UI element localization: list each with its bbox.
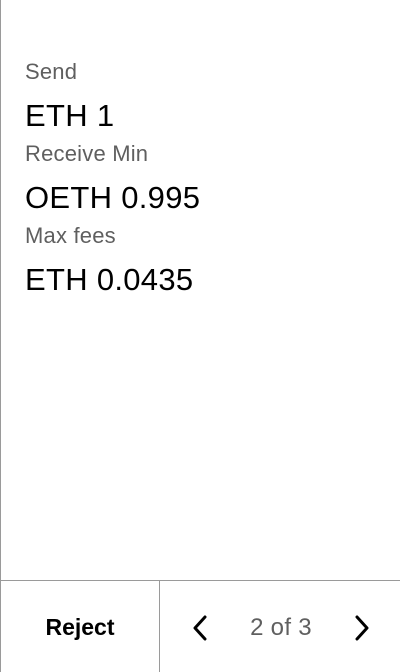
send-value: ETH 1: [25, 98, 115, 133]
footer-bar: Reject 2 of 3: [1, 580, 400, 672]
receive-min-label: Receive Min: [25, 141, 149, 166]
max-fees-label: Max fees: [25, 223, 116, 248]
reject-button[interactable]: Reject: [1, 581, 160, 672]
next-page-button[interactable]: [350, 613, 374, 643]
previous-page-button[interactable]: [188, 613, 212, 643]
chevron-left-icon: [193, 615, 207, 640]
pager: 2 of 3: [160, 581, 400, 672]
receive-min-value: OETH 0.995: [25, 180, 201, 215]
max-fees-value: ETH 0.0435: [25, 262, 194, 297]
send-label: Send: [25, 59, 78, 84]
transaction-details: Send ETH 1 Receive Min OETH 0.995 Max fe…: [25, 58, 384, 304]
chevron-right-icon: [355, 615, 369, 640]
page-indicator: 2 of 3: [250, 613, 312, 641]
